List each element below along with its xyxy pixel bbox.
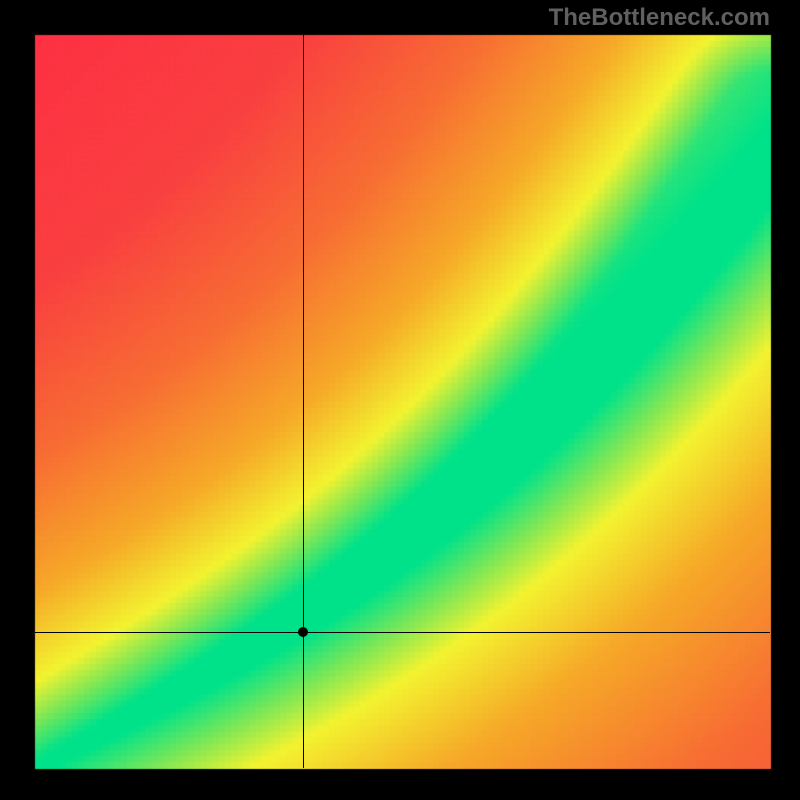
watermark-text: TheBottleneck.com xyxy=(549,4,770,32)
heatmap-canvas xyxy=(0,0,800,800)
crosshair-horizontal xyxy=(35,632,770,633)
crosshair-vertical xyxy=(303,35,304,768)
figure-container: TheBottleneck.com xyxy=(0,0,800,800)
